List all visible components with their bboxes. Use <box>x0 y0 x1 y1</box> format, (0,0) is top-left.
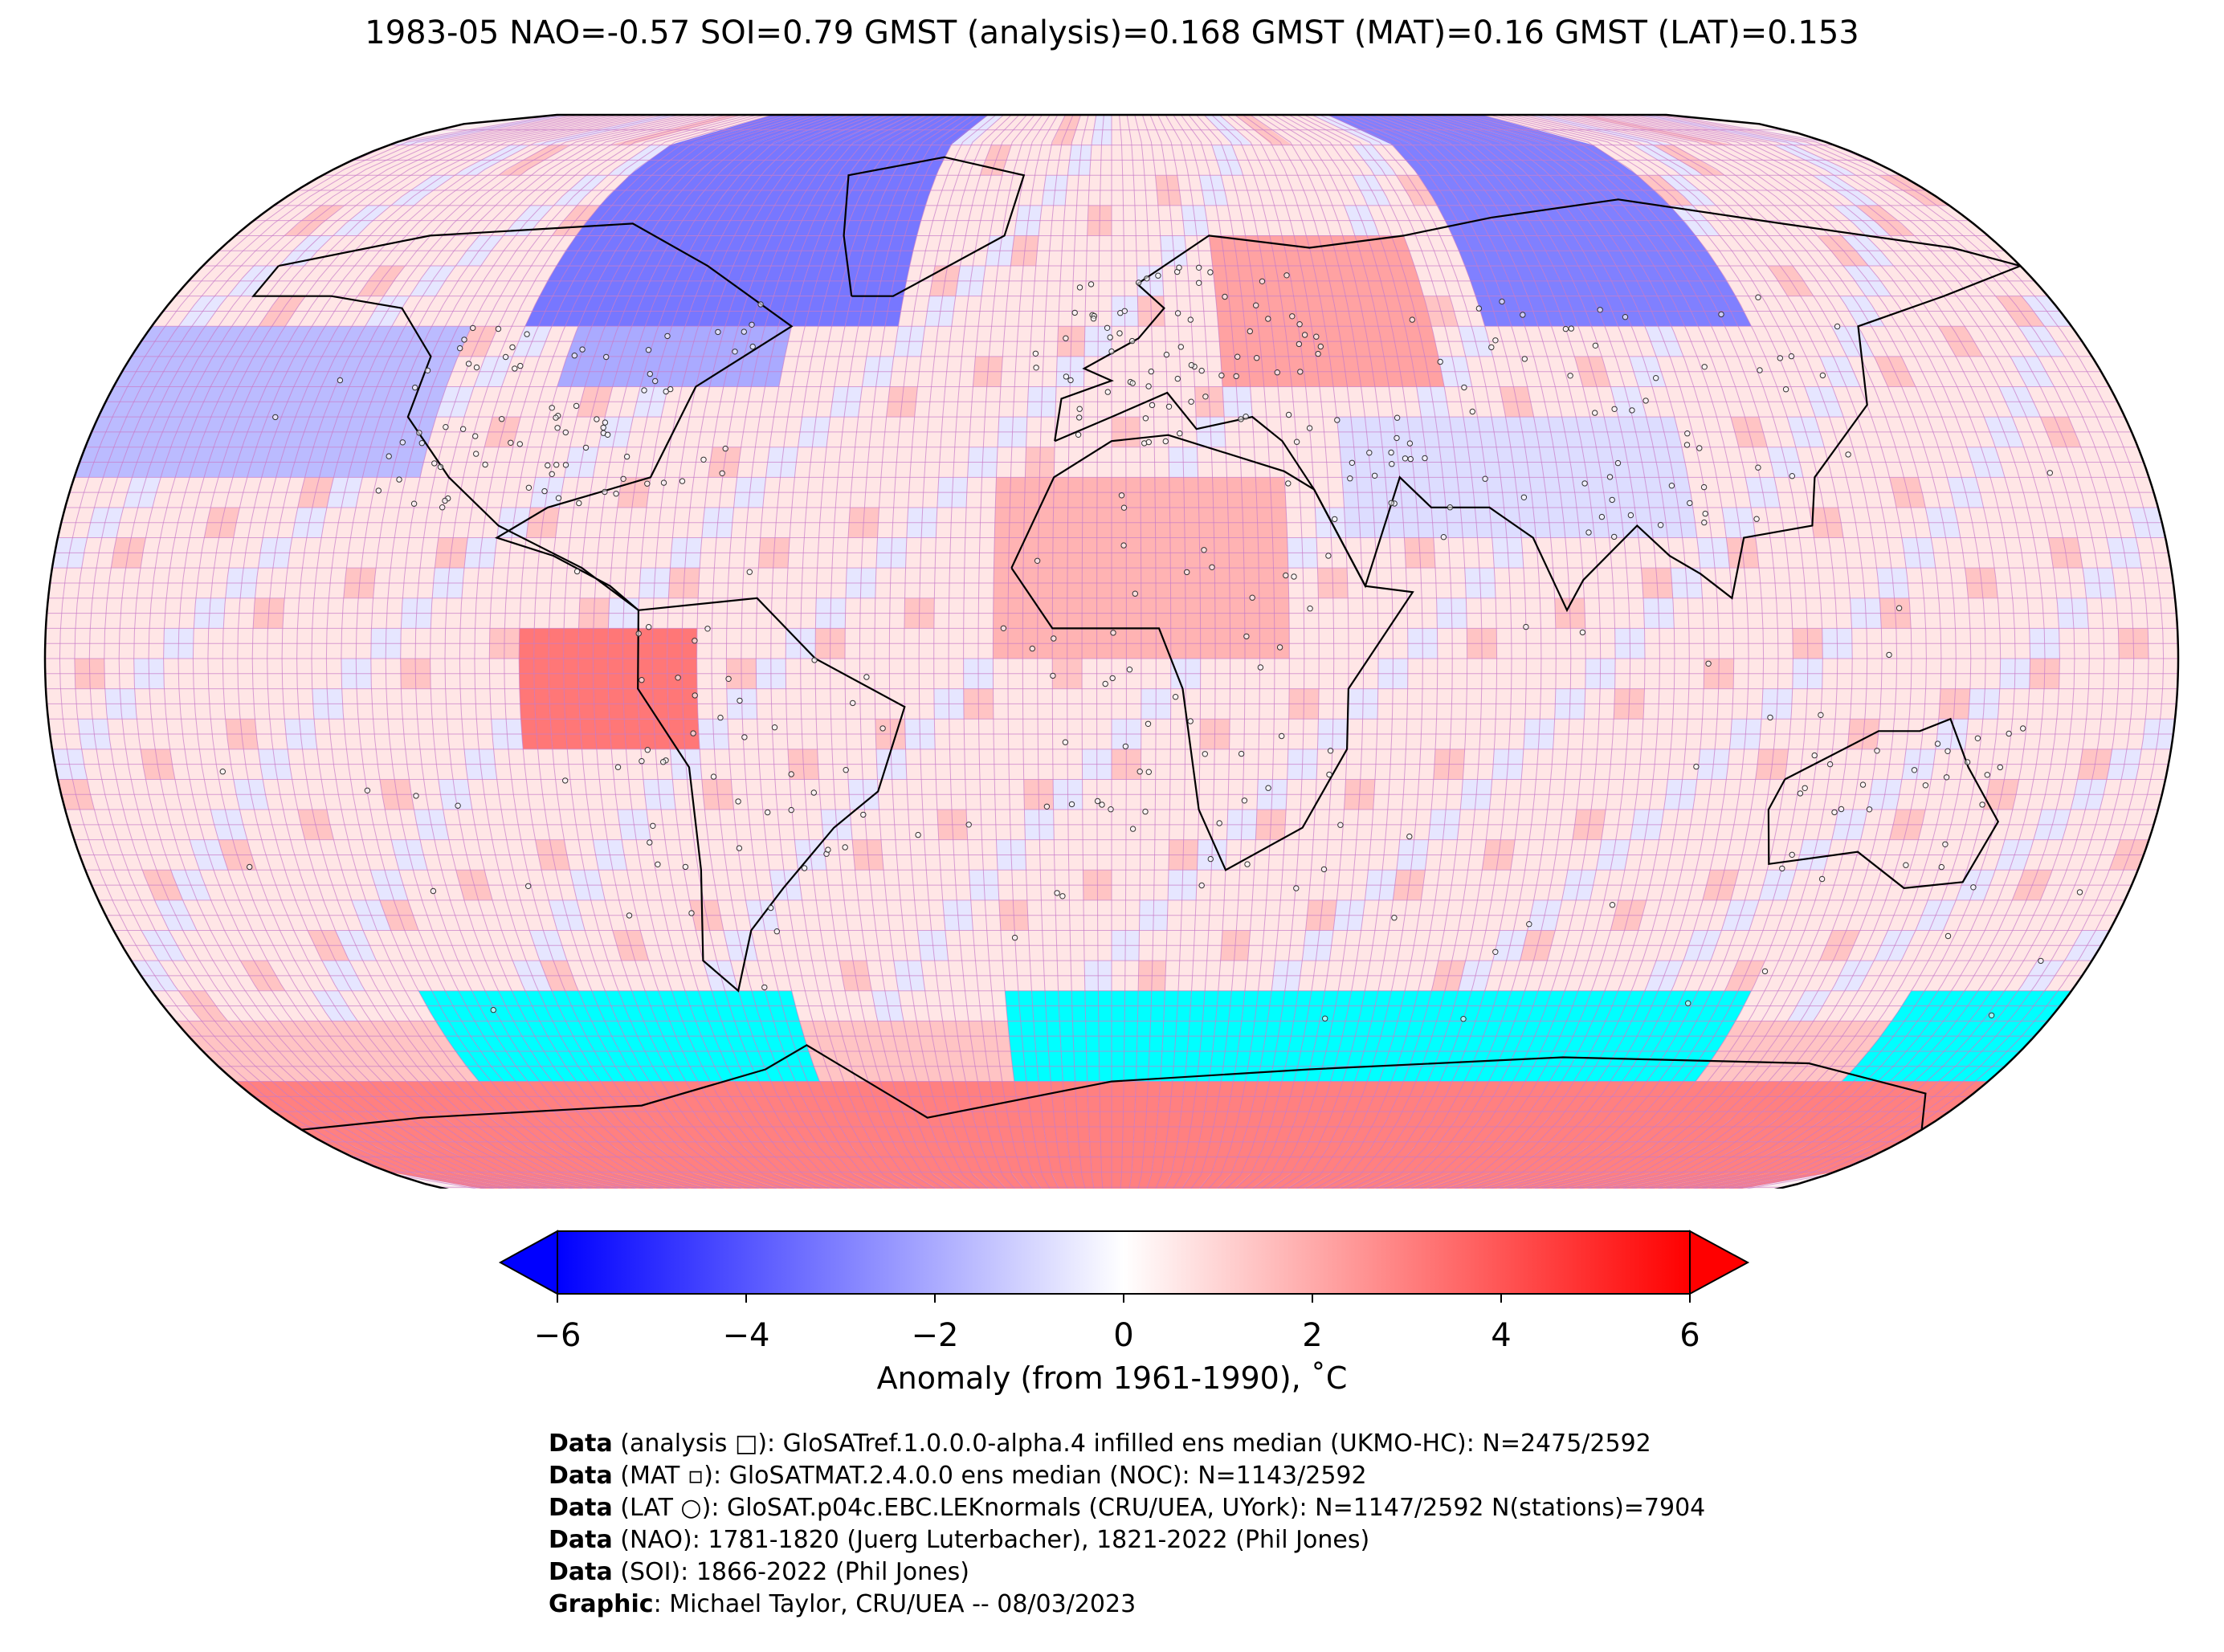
credit-text: (SOI): 1866-2022 (Phil Jones) <box>612 1558 969 1586</box>
colorbar-tick-label: 4 <box>1491 1317 1512 1354</box>
credit-line: Data (NAO): 1781-1820 (Juerg Luterbacher… <box>549 1524 1705 1556</box>
colorbar-tick-label: 6 <box>1679 1317 1700 1354</box>
colorbar-tick-label: 2 <box>1302 1317 1323 1354</box>
anomaly-map <box>43 113 2180 1189</box>
credit-text: (LAT ○): GloSAT.p04c.EBC.LEKnormals (CRU… <box>612 1494 1706 1522</box>
colorbar-tick-label: −4 <box>722 1317 770 1354</box>
credit-label: Graphic <box>549 1590 654 1618</box>
credit-label: Data <box>549 1430 613 1458</box>
colorbar-ticks <box>557 1294 1691 1303</box>
colorbar-tick-label: 0 <box>1113 1317 1134 1354</box>
colorbar <box>498 1230 1750 1303</box>
data-credits: Data (analysis □): GloSATref.1.0.0.0-alp… <box>549 1428 1705 1621</box>
credit-line: Data (analysis □): GloSATref.1.0.0.0-alp… <box>549 1428 1705 1460</box>
colorbar-label: Anomaly (from 1961-1990), ˚C <box>876 1360 1348 1396</box>
credit-line: Data (SOI): 1866-2022 (Phil Jones) <box>549 1556 1705 1589</box>
colorbar-extend-low <box>498 1230 558 1295</box>
credit-line: Data (MAT ▫): GloSATMAT.2.4.0.0 ens medi… <box>549 1460 1705 1492</box>
credit-text: (NAO): 1781-1820 (Juerg Luterbacher), 18… <box>612 1526 1370 1554</box>
credit-line: Data (LAT ○): GloSAT.p04c.EBC.LEKnormals… <box>549 1492 1705 1524</box>
credit-text: (MAT ▫): GloSATMAT.2.4.0.0 ens median (N… <box>612 1462 1367 1490</box>
map-title: 1983-05 NAO=-0.57 SOI=0.79 GMST (analysi… <box>365 14 1859 51</box>
credit-label: Data <box>549 1462 613 1490</box>
credit-line: Graphic: Michael Taylor, CRU/UEA -- 08/0… <box>549 1589 1705 1621</box>
colorbar-bar <box>557 1230 1691 1295</box>
credit-label: Data <box>549 1526 613 1554</box>
colorbar-tick-label: −6 <box>533 1317 582 1354</box>
credit-text: : Michael Taylor, CRU/UEA -- 08/03/2023 <box>653 1590 1136 1618</box>
credit-label: Data <box>549 1494 613 1522</box>
colorbar-extend-high <box>1689 1230 1750 1295</box>
credit-label: Data <box>549 1558 613 1586</box>
colorbar-tick-label: −2 <box>911 1317 959 1354</box>
credit-text: (analysis □): GloSATref.1.0.0.0-alpha.4 … <box>612 1430 1651 1458</box>
